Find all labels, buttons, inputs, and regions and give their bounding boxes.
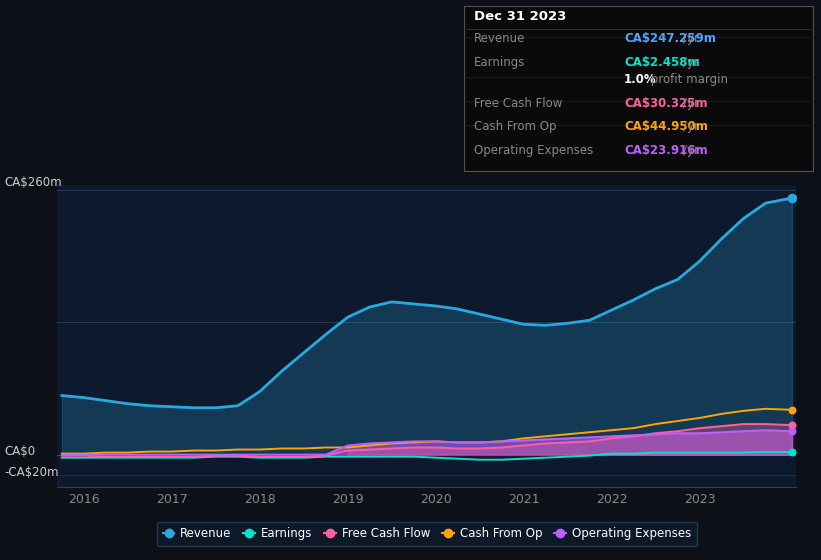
Text: Revenue: Revenue <box>474 32 525 45</box>
Text: profit margin: profit margin <box>647 73 728 86</box>
Text: -CA$20m: -CA$20m <box>4 466 58 479</box>
Text: CA$260m: CA$260m <box>4 176 62 189</box>
Text: 1.0%: 1.0% <box>624 73 657 86</box>
Text: /yr: /yr <box>683 97 699 110</box>
Text: CA$44.950m: CA$44.950m <box>624 120 708 133</box>
Text: /yr: /yr <box>683 56 699 69</box>
Text: CA$0: CA$0 <box>4 445 35 458</box>
Point <box>786 194 799 203</box>
Text: /yr: /yr <box>683 120 699 133</box>
Text: CA$30.325m: CA$30.325m <box>624 97 708 110</box>
Point <box>786 405 799 414</box>
Legend: Revenue, Earnings, Free Cash Flow, Cash From Op, Operating Expenses: Revenue, Earnings, Free Cash Flow, Cash … <box>157 521 697 547</box>
Text: Earnings: Earnings <box>474 56 525 69</box>
Text: CA$247.259m: CA$247.259m <box>624 32 716 45</box>
Text: CA$23.916m: CA$23.916m <box>624 144 708 157</box>
Point <box>786 447 799 456</box>
Text: /yr: /yr <box>683 32 699 45</box>
Point <box>786 421 799 430</box>
Text: Cash From Op: Cash From Op <box>474 120 556 133</box>
Text: CA$2.458m: CA$2.458m <box>624 56 699 69</box>
Point <box>786 427 799 436</box>
Text: Dec 31 2023: Dec 31 2023 <box>474 10 566 23</box>
Text: /yr: /yr <box>683 144 699 157</box>
Text: Operating Expenses: Operating Expenses <box>474 144 593 157</box>
Text: Free Cash Flow: Free Cash Flow <box>474 97 562 110</box>
